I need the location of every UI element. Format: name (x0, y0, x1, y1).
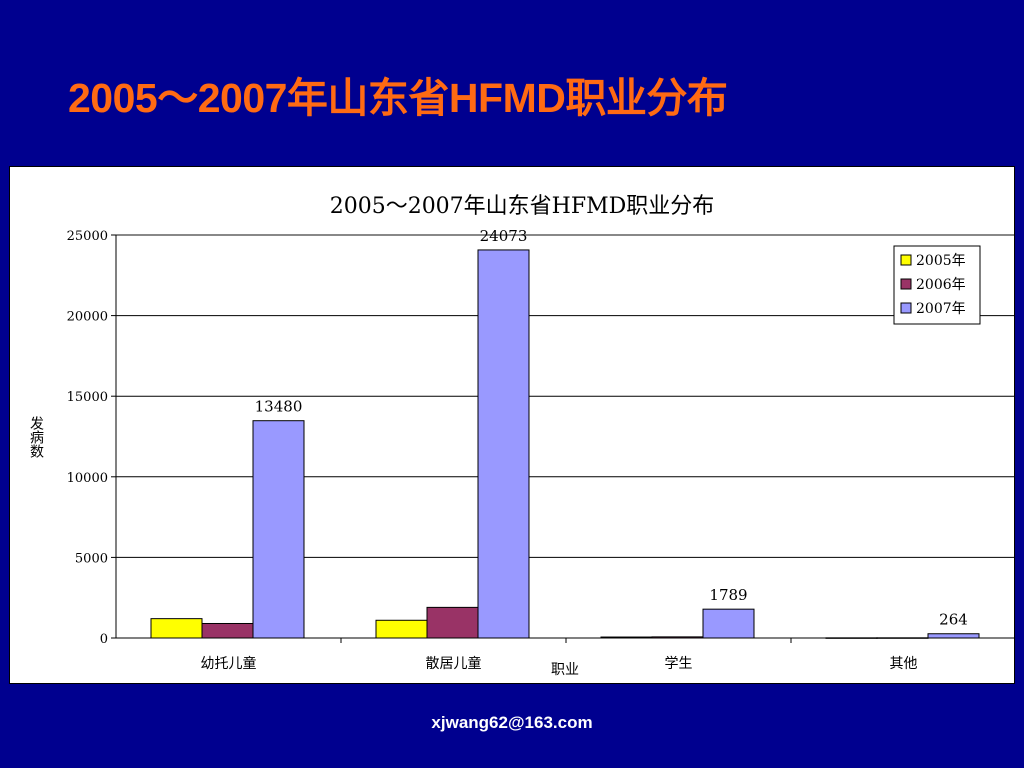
x-tick-label: 其他 (890, 656, 918, 672)
y-tick-label: 25000 (67, 229, 108, 244)
data-labels: 13480 24073 1789 264 (255, 227, 968, 629)
chart-title: 2005～2007年山东省HFMD职业分布 (330, 194, 715, 219)
axes: 0 5000 10000 15000 20000 25000 幼托儿童 散居儿童 学生 其他 (67, 229, 1014, 672)
data-label: 1789 (709, 586, 747, 604)
bar-2005年-散居儿童 (375, 619, 428, 639)
chart-container: 2005～2007年山东省HFMD职业分布 0 5000 10000 15000 200… (9, 166, 1015, 684)
slide-title: 2005～2007年山东省HFMD职业分布 (68, 75, 728, 121)
legend-label: 2006年 (916, 277, 966, 293)
legend-swatch (900, 254, 912, 266)
y-tick-label: 20000 (67, 310, 108, 325)
x-tick-label: 学生 (665, 656, 693, 672)
y-axis-label: 发病数 (28, 416, 44, 458)
bar-2005年-幼托儿童 (150, 618, 203, 639)
legend: 2005年 2006年 2007年 (893, 245, 981, 325)
legend-label: 2007年 (916, 301, 966, 317)
gridlines (116, 234, 1014, 558)
bar-chart: 2005～2007年山东省HFMD职业分布 0 5000 10000 15000 200… (28, 194, 1014, 678)
y-tick-label: 15000 (67, 390, 108, 405)
bars (150, 249, 980, 639)
legend-swatch (900, 302, 912, 314)
bar-2007年-幼托儿童 (252, 420, 305, 639)
legend-label: 2005年 (916, 253, 966, 269)
bar-2007年-其他 (927, 633, 980, 639)
x-tick-label: 幼托儿童 (201, 655, 257, 672)
bar-2006年-幼托儿童 (201, 622, 254, 639)
bar-2007年-散居儿童 (477, 249, 530, 639)
bar-2006年-散居儿童 (426, 606, 479, 639)
footer-email: xjwang62@163.com (431, 713, 593, 732)
data-label: 264 (939, 611, 968, 629)
y-tick-label: 5000 (75, 551, 108, 566)
bar-2007年-学生 (702, 608, 755, 639)
data-label: 24073 (480, 227, 528, 245)
y-tick-label: 0 (100, 632, 108, 647)
x-axis-label: 职业 (551, 662, 579, 678)
data-label: 13480 (255, 398, 303, 416)
y-tick-label: 10000 (67, 471, 108, 486)
legend-swatch (900, 278, 912, 290)
x-tick-label: 散居儿童 (426, 655, 482, 672)
